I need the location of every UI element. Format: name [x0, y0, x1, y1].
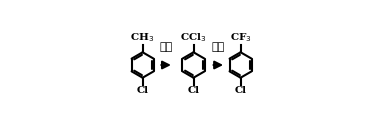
- Text: Cl: Cl: [187, 86, 200, 95]
- Text: CF$_3$: CF$_3$: [229, 32, 252, 44]
- Text: Cl: Cl: [137, 86, 149, 95]
- Text: 氯化: 氯化: [212, 42, 225, 52]
- Text: CH$_3$: CH$_3$: [130, 32, 155, 44]
- Text: Cl: Cl: [235, 86, 247, 95]
- Text: 氯化: 氯化: [159, 42, 173, 52]
- Text: CCl$_3$: CCl$_3$: [180, 32, 207, 44]
